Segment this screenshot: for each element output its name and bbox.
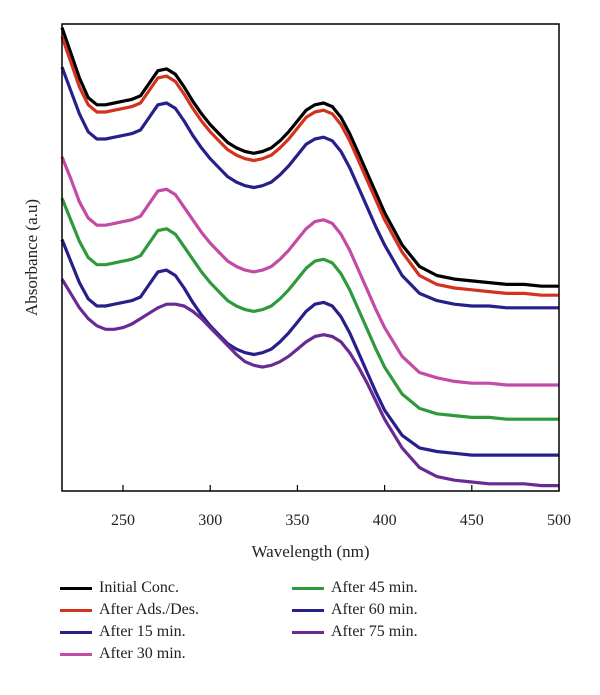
series-line-5	[60, 238, 559, 457]
series-line-4	[60, 197, 559, 421]
series-line-1	[60, 36, 559, 297]
legend-item-0: Initial Conc.	[60, 577, 292, 599]
legend-swatch-1	[60, 608, 92, 612]
x-tick-label-2: 350	[285, 512, 309, 529]
x-tick-label-4: 450	[460, 512, 484, 529]
legend-item-5: After 60 min.	[292, 599, 524, 621]
legend-label-1: After Ads./Des.	[99, 601, 199, 618]
legend-item-2: After 15 min.	[60, 621, 292, 643]
x-axis-title: Wavelength (nm)	[251, 542, 369, 561]
legend-swatch-3	[60, 652, 92, 656]
plot-lines	[60, 27, 559, 488]
legend-label-4: After 45 min.	[331, 579, 418, 596]
plot-frame	[61, 23, 560, 492]
absorbance-chart: 250 300 350 400 450 500 Wavelength (nm) Absor…	[22, 23, 571, 561]
legend-item-3: After 30 min.	[60, 643, 292, 665]
legend-label-3: After 30 min.	[99, 645, 186, 662]
legend-item-6: After 75 min.	[292, 621, 524, 643]
x-tick-label-3: 400	[373, 512, 397, 529]
x-tick-label-0: 250	[111, 512, 135, 529]
legend-swatch-0	[60, 586, 92, 590]
legend-label-5: After 60 min.	[331, 601, 418, 618]
legend-swatch-6	[292, 630, 324, 634]
legend-swatch-5	[292, 608, 324, 612]
legend-swatch-4	[292, 586, 324, 590]
legend-item-1: After Ads./Des.	[60, 599, 292, 621]
legend-label-0: Initial Conc.	[99, 579, 179, 596]
legend-label-6: After 75 min.	[331, 623, 418, 640]
x-tick-label-1: 300	[198, 512, 222, 529]
series-line-3	[60, 156, 559, 387]
y-axis-title: Absorbance (a.u)	[22, 199, 41, 316]
legend: Initial Conc. After Ads./Des. After 15 min…	[60, 577, 530, 665]
legend-swatch-2	[60, 630, 92, 634]
legend-label-2: After 15 min.	[99, 623, 186, 640]
legend-item-4: After 45 min.	[292, 577, 524, 599]
x-tick-label-5: 500	[547, 512, 571, 529]
x-axis-ticks: 250 300 350 400 450 500	[111, 485, 571, 529]
series-line-2	[60, 66, 559, 310]
series-line-0	[60, 27, 559, 288]
series-line-6	[60, 278, 559, 488]
